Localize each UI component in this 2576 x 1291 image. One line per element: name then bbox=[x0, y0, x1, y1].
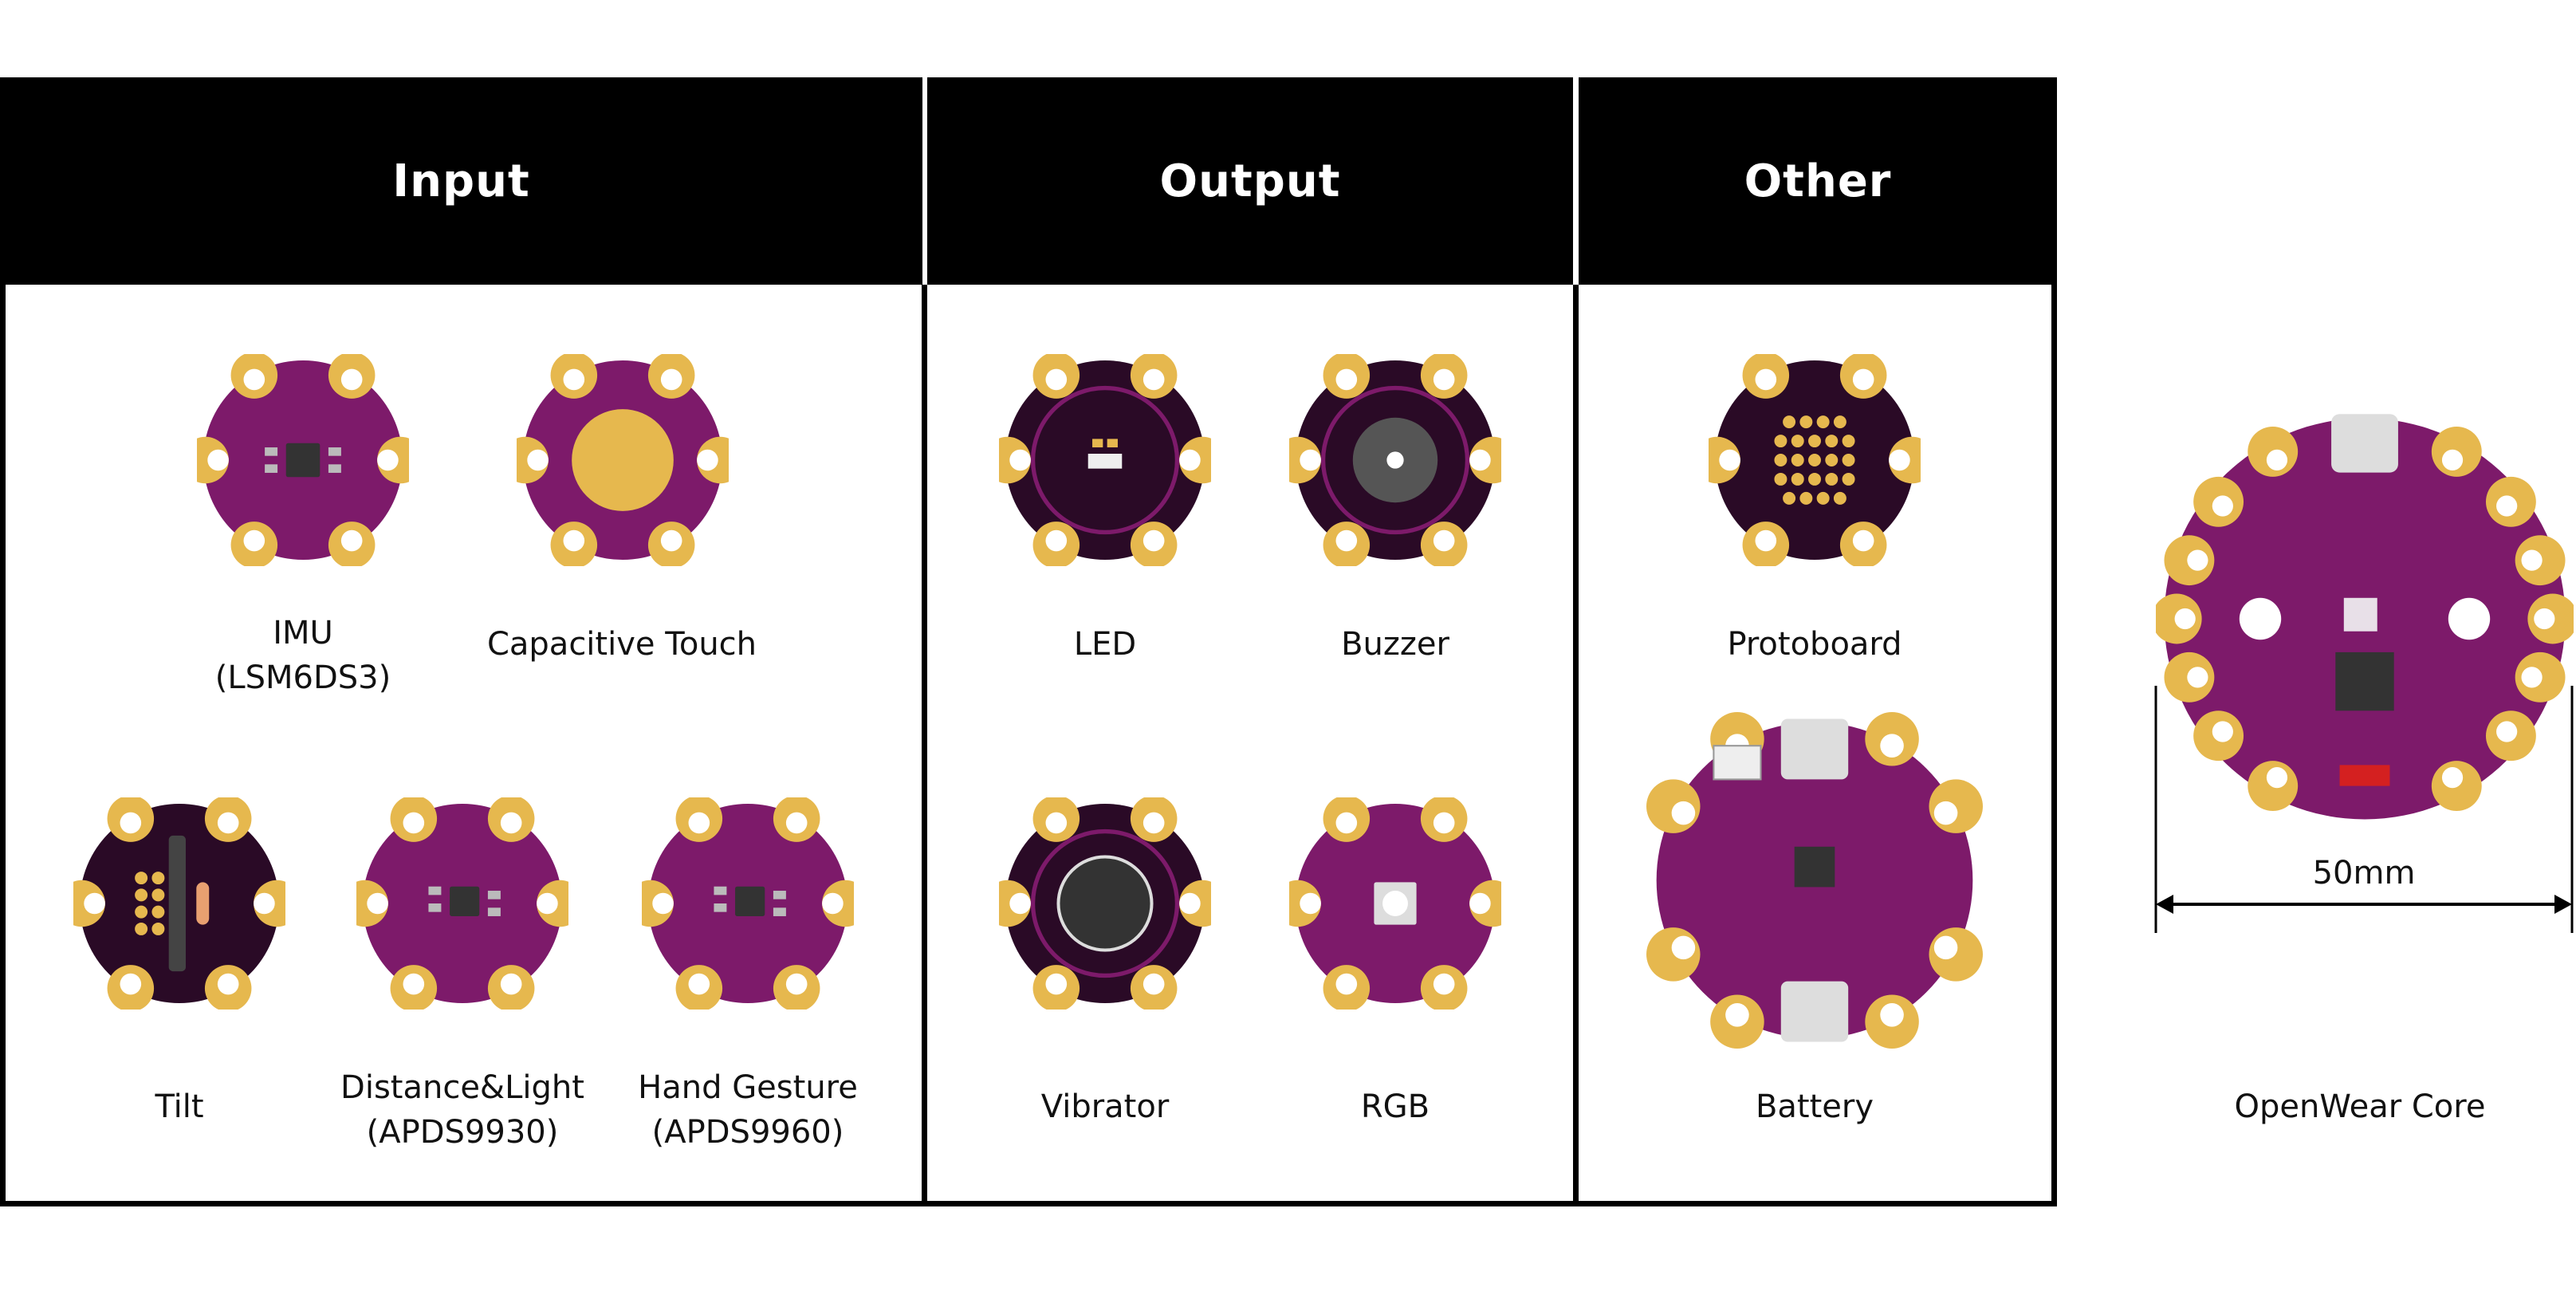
openwear-core-name: OpenWear Core bbox=[2234, 1088, 2486, 1125]
imu-chip: (LSM6DS3) bbox=[214, 659, 391, 696]
battery-name: Battery bbox=[1755, 1088, 1874, 1125]
protoboard-label: Protoboard bbox=[1695, 622, 1934, 667]
hand-gesture-chip: (APDS9960) bbox=[651, 1114, 844, 1151]
buzzer-board-image bbox=[1289, 354, 1501, 566]
battery-label: Battery bbox=[1695, 1084, 1934, 1129]
imu-board-image bbox=[197, 354, 409, 566]
section-frame-other bbox=[1573, 285, 2057, 1206]
section-header-other: Other bbox=[1579, 77, 2057, 285]
led-label: LED bbox=[1025, 622, 1185, 667]
buzzer-label: Buzzer bbox=[1316, 622, 1475, 667]
distance-light-chip: (APDS9930) bbox=[366, 1114, 559, 1151]
rgb-label: RGB bbox=[1316, 1084, 1475, 1129]
hand-gesture-name: Hand Gesture bbox=[638, 1069, 858, 1106]
capacitive-touch-label: Capacitive Touch bbox=[486, 622, 757, 667]
tilt-board-image bbox=[73, 797, 285, 1010]
battery-board-image bbox=[1646, 712, 1983, 1049]
section-header-input: Input bbox=[0, 77, 922, 285]
protoboard-name: Protoboard bbox=[1727, 626, 1902, 663]
section-title-other: Other bbox=[1744, 155, 1892, 207]
section-header-output: Output bbox=[927, 77, 1573, 285]
distance-light-board-image bbox=[356, 797, 568, 1010]
hand-gesture-label: Hand Gesture (APDS9960) bbox=[620, 1065, 875, 1155]
dimension-value: 50mm bbox=[2312, 855, 2416, 891]
protoboard-board-image bbox=[1709, 354, 1921, 566]
section-title-output: Output bbox=[1159, 155, 1341, 207]
capacitive-touch-board-image bbox=[517, 354, 729, 566]
vibrator-name: Vibrator bbox=[1040, 1088, 1170, 1125]
vibrator-board-image bbox=[999, 797, 1211, 1010]
capacitive-touch-name: Capacitive Touch bbox=[486, 626, 757, 663]
vibrator-label: Vibrator bbox=[1025, 1084, 1185, 1129]
rgb-board-image bbox=[1289, 797, 1501, 1010]
dimension-arrow bbox=[2154, 686, 2574, 933]
hand-gesture-board-image bbox=[642, 797, 854, 1010]
led-board-image bbox=[999, 354, 1211, 566]
imu-name: IMU bbox=[273, 615, 333, 651]
openwear-core-label: OpenWear Core bbox=[2224, 1084, 2495, 1129]
openwear-core-board-image bbox=[2156, 410, 2574, 828]
imu-label: IMU (LSM6DS3) bbox=[183, 611, 423, 700]
tilt-name: Tilt bbox=[155, 1088, 204, 1125]
distance-light-label: Distance&Light (APDS9930) bbox=[319, 1065, 606, 1155]
dimension-label: 50mm bbox=[2284, 851, 2444, 895]
buzzer-name: Buzzer bbox=[1341, 626, 1449, 663]
rgb-name: RGB bbox=[1360, 1088, 1430, 1125]
tilt-label: Tilt bbox=[100, 1084, 259, 1129]
section-title-input: Input bbox=[392, 155, 530, 207]
led-name: LED bbox=[1073, 626, 1137, 663]
distance-light-name: Distance&Light bbox=[340, 1069, 584, 1106]
